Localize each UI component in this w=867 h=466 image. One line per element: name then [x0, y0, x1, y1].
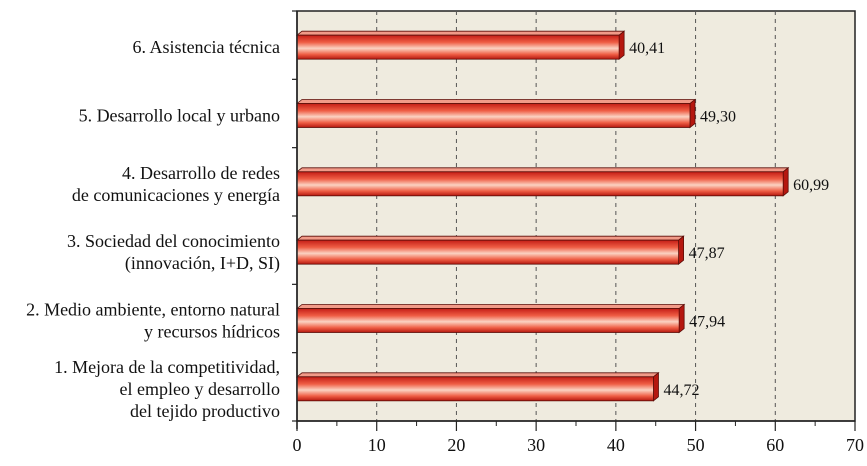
- x-tick-label: 20: [447, 435, 465, 455]
- category-label-line: 3. Sociedad del conocimiento: [67, 231, 280, 251]
- category-label: 3. Sociedad del conocimiento (innovación,…: [67, 231, 280, 274]
- bar-top-face: [295, 167, 790, 173]
- x-tick-label: 40: [607, 435, 625, 455]
- category-label-line: 6. Asistencia técnica: [133, 37, 280, 57]
- value-label: 60,99: [793, 177, 829, 194]
- x-tick-label: 60: [766, 435, 784, 455]
- bar-front-face: [296, 34, 620, 60]
- category-label-line: 1. Mejora de la competitividad,: [54, 357, 280, 377]
- category-label-line: de comunicaciones y energía: [72, 185, 280, 205]
- bar-top-face: [295, 30, 626, 36]
- bar-end-face: [689, 98, 696, 129]
- value-label: 44,72: [663, 382, 699, 399]
- value-label: 47,94: [689, 314, 725, 331]
- x-tick-label: 50: [687, 435, 705, 455]
- category-label-line: 2. Medio ambiente, entorno natural: [26, 300, 280, 320]
- bar-front-face: [296, 376, 654, 402]
- plot-area: [296, 10, 856, 422]
- bar-top-face: [295, 235, 685, 241]
- bar-front-face: [296, 239, 679, 265]
- category-label-line: del tejido productivo: [130, 401, 280, 421]
- category-label: 1. Mejora de la competitividad, el empleo…: [54, 357, 280, 421]
- value-label: 49,30: [700, 109, 736, 126]
- category-label-line: (innovación, I+D, SI): [125, 253, 280, 274]
- bar: [295, 303, 686, 334]
- x-tick-label: 10: [368, 435, 386, 455]
- bar: [295, 30, 626, 60]
- bar: [295, 235, 685, 265]
- bar-end-face: [653, 372, 659, 402]
- category-label: 5. Desarrollo local y urbano: [79, 106, 280, 126]
- category-label-line: 5. Desarrollo local y urbano: [79, 106, 280, 126]
- x-tick-label: 0: [293, 435, 302, 455]
- category-label: 6. Asistencia técnica: [133, 37, 280, 57]
- bar: [295, 98, 697, 129]
- value-label: 40,41: [629, 40, 665, 57]
- bar: [295, 372, 660, 402]
- bar-end-face: [782, 167, 789, 197]
- bar-front-face: [296, 103, 691, 128]
- x-tick-label: 70: [846, 435, 864, 455]
- category-label-line: y recursos hídricos: [144, 322, 280, 342]
- bar-front-face: [296, 308, 680, 333]
- bar-end-face: [678, 235, 684, 265]
- bar-front-face: [296, 171, 784, 197]
- bar: [295, 167, 790, 197]
- x-tick-label: 30: [527, 435, 545, 455]
- category-label: 2. Medio ambiente, entorno natural y recu…: [26, 300, 280, 342]
- category-label: 4. Desarrollo de redes de comunicaciones …: [72, 163, 280, 205]
- bar-top-face: [295, 99, 697, 104]
- bar-top-face: [295, 372, 660, 378]
- bar-end-face: [618, 30, 625, 60]
- value-label: 47,87: [689, 245, 725, 262]
- bar-top-face: [295, 304, 686, 309]
- category-label-line: el empleo y desarrollo: [120, 379, 280, 399]
- category-label-line: 4. Desarrollo de redes: [122, 163, 280, 183]
- bar-end-face: [678, 303, 685, 334]
